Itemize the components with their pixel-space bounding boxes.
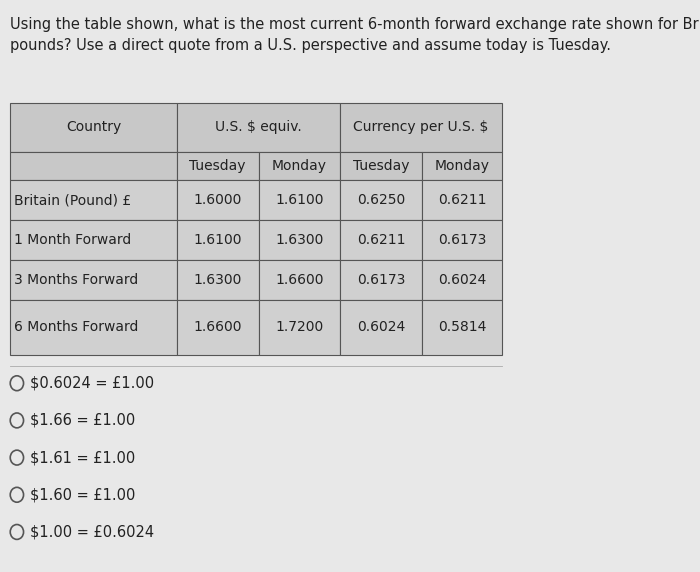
Bar — [340, 152, 422, 180]
Text: 0.6024: 0.6024 — [357, 320, 405, 335]
Text: 0.6211: 0.6211 — [357, 233, 405, 247]
Bar — [422, 152, 502, 180]
Text: 0.6024: 0.6024 — [438, 273, 486, 287]
Bar — [176, 300, 258, 355]
Text: Tuesday: Tuesday — [353, 159, 410, 173]
Text: 0.6211: 0.6211 — [438, 193, 486, 207]
Text: Monday: Monday — [435, 159, 489, 173]
Text: $0.6024 = £1.00: $0.6024 = £1.00 — [29, 376, 154, 391]
Bar — [340, 260, 422, 300]
Bar — [340, 220, 422, 260]
Text: 0.5814: 0.5814 — [438, 320, 486, 335]
Bar — [258, 260, 340, 300]
Bar — [422, 180, 502, 220]
Text: U.S. $ equiv.: U.S. $ equiv. — [215, 120, 302, 134]
Text: 6 Months Forward: 6 Months Forward — [14, 320, 139, 335]
Bar — [422, 260, 502, 300]
Bar — [422, 220, 502, 260]
Text: 0.6173: 0.6173 — [357, 273, 405, 287]
Bar — [10, 220, 176, 260]
Text: Using the table shown, what is the most current 6-month forward exchange rate sh: Using the table shown, what is the most … — [10, 17, 700, 53]
Text: Country: Country — [66, 120, 121, 134]
Bar — [340, 103, 502, 152]
Bar — [340, 300, 422, 355]
Text: $1.60 = £1.00: $1.60 = £1.00 — [29, 487, 135, 502]
Text: 0.6173: 0.6173 — [438, 233, 486, 247]
Text: 1.6000: 1.6000 — [193, 193, 242, 207]
Bar — [10, 300, 176, 355]
Bar — [258, 300, 340, 355]
Text: 1.6600: 1.6600 — [193, 320, 242, 335]
Text: 0.6250: 0.6250 — [357, 193, 405, 207]
Text: 1.6300: 1.6300 — [193, 273, 242, 287]
Text: Britain (Pound) £: Britain (Pound) £ — [14, 193, 132, 207]
Text: 1 Month Forward: 1 Month Forward — [14, 233, 132, 247]
Text: $1.00 = £0.6024: $1.00 = £0.6024 — [29, 525, 154, 539]
Text: 1.7200: 1.7200 — [275, 320, 323, 335]
Text: 1.6100: 1.6100 — [193, 233, 242, 247]
Bar — [258, 220, 340, 260]
Bar — [258, 180, 340, 220]
Bar — [10, 103, 176, 152]
Bar — [176, 103, 340, 152]
Bar — [176, 260, 258, 300]
Text: 1.6100: 1.6100 — [275, 193, 323, 207]
Text: Monday: Monday — [272, 159, 327, 173]
Text: Tuesday: Tuesday — [189, 159, 246, 173]
Bar — [176, 180, 258, 220]
Bar — [176, 152, 258, 180]
Text: Currency per U.S. $: Currency per U.S. $ — [354, 120, 489, 134]
Bar — [10, 180, 176, 220]
Bar — [258, 152, 340, 180]
Text: 3 Months Forward: 3 Months Forward — [14, 273, 139, 287]
Text: $1.61 = £1.00: $1.61 = £1.00 — [29, 450, 135, 465]
Text: 1.6600: 1.6600 — [275, 273, 323, 287]
Bar — [422, 300, 502, 355]
Text: $1.66 = £1.00: $1.66 = £1.00 — [29, 413, 135, 428]
Text: 1.6300: 1.6300 — [275, 233, 323, 247]
Bar — [10, 152, 176, 180]
Bar — [340, 180, 422, 220]
Bar — [176, 220, 258, 260]
Bar — [10, 260, 176, 300]
